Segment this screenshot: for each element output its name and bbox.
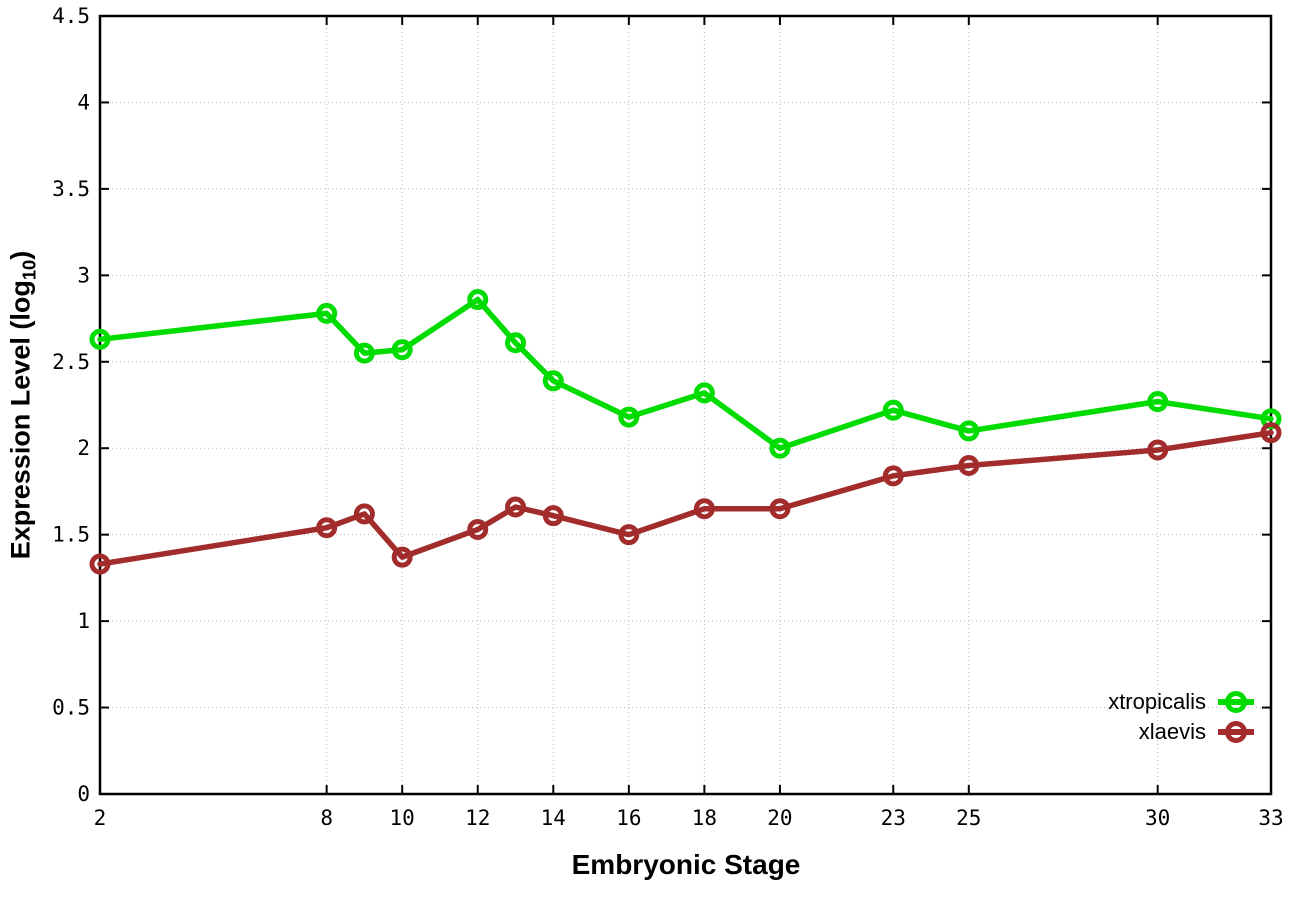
data-point-xtropicalis xyxy=(89,328,111,350)
legend-label-xtropicalis: xtropicalis xyxy=(1108,689,1206,714)
open-circle-marker-icon xyxy=(1225,691,1247,713)
y-tick-label: 3.5 xyxy=(52,177,90,201)
data-point-xtropicalis xyxy=(316,302,338,324)
y-axis-title-text: Expression Level (log xyxy=(5,280,36,560)
data-point-xlaevis xyxy=(618,524,640,546)
x-tick-label: 30 xyxy=(1145,806,1170,830)
legend-item-xtropicalis: xtropicalis xyxy=(1108,687,1254,717)
data-point-xlaevis xyxy=(467,518,489,540)
y-tick-label: 4 xyxy=(77,90,90,114)
data-point-xtropicalis xyxy=(1147,391,1169,413)
y-tick-label: 1 xyxy=(77,609,90,633)
x-axis-title: Embryonic Stage xyxy=(571,849,801,880)
series-line-xtropicalis xyxy=(97,296,1274,451)
x-tick-label: 20 xyxy=(767,806,792,830)
x-tick-label: 25 xyxy=(956,806,981,830)
x-tick-label: 18 xyxy=(692,806,717,830)
y-axis-title: Expression Level (log10) xyxy=(5,251,40,560)
legend-label-xlaevis: xlaevis xyxy=(1138,719,1206,744)
x-tick-label: 8 xyxy=(320,806,333,830)
data-point-xlaevis xyxy=(505,496,527,518)
data-point-xlaevis xyxy=(316,517,338,539)
data-point-xtropicalis xyxy=(391,339,413,361)
y-tick-label: 0 xyxy=(77,782,90,806)
plot-border xyxy=(98,14,1273,796)
data-point-xtropicalis xyxy=(618,406,640,428)
y-axis-title-subscript: 10 xyxy=(18,259,40,281)
y-tick-label: 4.5 xyxy=(52,4,90,28)
x-tick-label: 33 xyxy=(1258,806,1283,830)
data-point-xlaevis xyxy=(1147,439,1169,461)
data-point-xlaevis xyxy=(89,553,111,575)
y-tick-label: 0.5 xyxy=(52,696,90,720)
data-point-xtropicalis xyxy=(882,399,904,421)
data-point-xlaevis xyxy=(1260,422,1282,444)
x-tick-label: 14 xyxy=(541,806,566,830)
data-point-xlaevis xyxy=(353,503,375,525)
data-point-xtropicalis xyxy=(353,342,375,364)
legend: xtropicalis xlaevis xyxy=(1108,687,1254,747)
y-axis-title-close: ) xyxy=(5,250,36,260)
legend-item-xlaevis: xlaevis xyxy=(1108,717,1254,747)
data-point-xtropicalis xyxy=(693,382,715,404)
legend-sample-xtropicalis xyxy=(1218,690,1254,714)
x-tick-label: 10 xyxy=(390,806,415,830)
y-tick-label: 2 xyxy=(77,436,90,460)
open-circle-marker-icon xyxy=(1225,721,1247,743)
data-point-xlaevis xyxy=(958,455,980,477)
legend-sample-xlaevis xyxy=(1218,720,1254,744)
data-point-xlaevis xyxy=(769,498,791,520)
data-point-xtropicalis xyxy=(769,437,791,459)
data-point-xtropicalis xyxy=(505,332,527,354)
y-tick-label: 2.5 xyxy=(52,350,90,374)
data-point-xlaevis xyxy=(391,546,413,568)
data-point-xlaevis xyxy=(882,465,904,487)
y-tick-label: 3 xyxy=(77,263,90,287)
x-tick-label: 2 xyxy=(94,806,107,830)
x-tick-label: 23 xyxy=(881,806,906,830)
data-point-xtropicalis xyxy=(467,289,489,311)
data-point-xtropicalis xyxy=(542,370,564,392)
data-point-xlaevis xyxy=(693,498,715,520)
x-tick-label: 12 xyxy=(465,806,490,830)
x-tick-label: 16 xyxy=(616,806,641,830)
data-point-xlaevis xyxy=(542,505,564,527)
y-tick-label: 1.5 xyxy=(52,523,90,547)
data-point-xtropicalis xyxy=(958,420,980,442)
series-line-xlaevis xyxy=(97,429,1274,567)
